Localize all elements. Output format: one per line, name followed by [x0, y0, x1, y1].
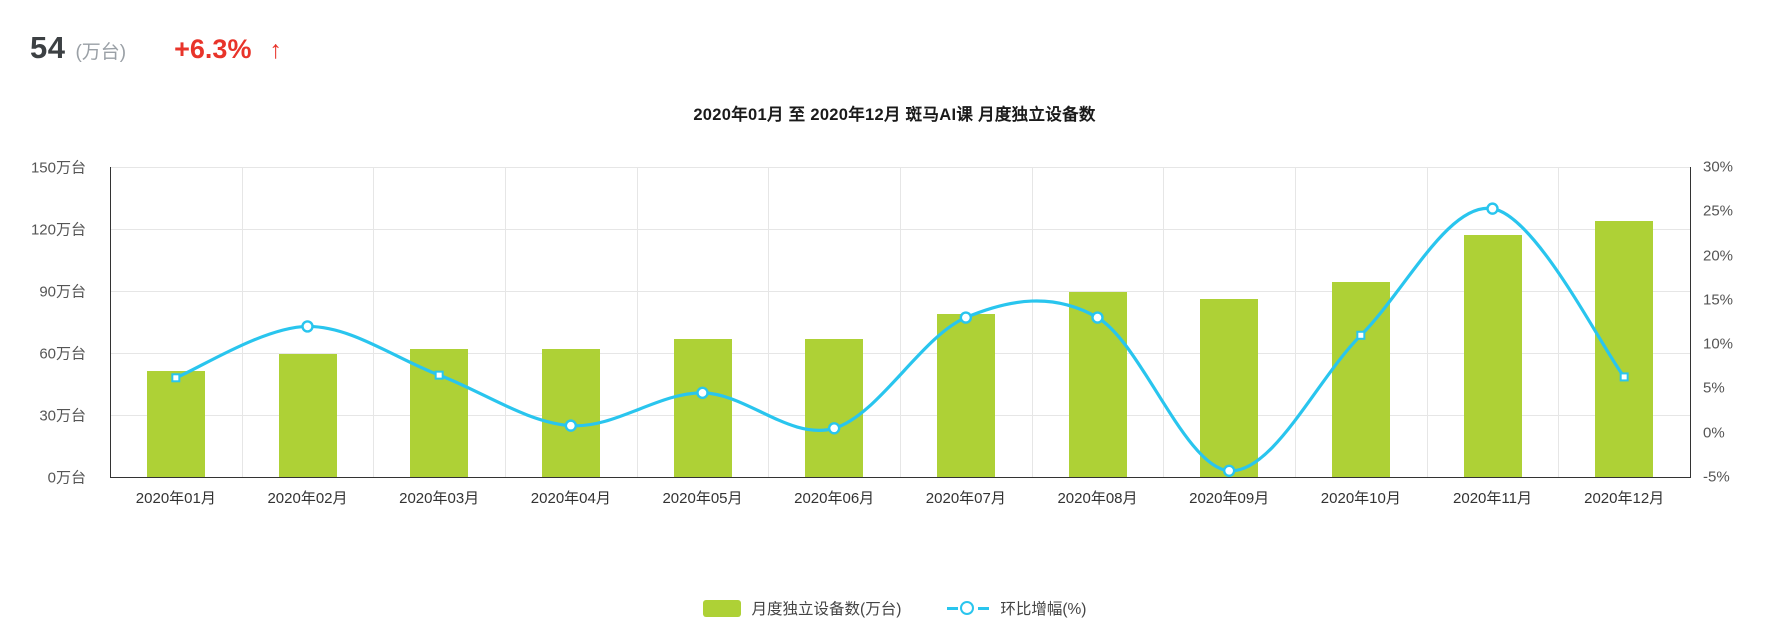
- x-axis-tick-label: 2020年02月: [267, 490, 348, 507]
- bar-2020年01月[interactable]: [146, 370, 205, 477]
- x-axis-tick-label: 2020年04月: [530, 490, 611, 507]
- gridline-vertical: [636, 167, 638, 477]
- y-axis-left-tick-label: 120万台: [30, 221, 86, 239]
- x-axis-tick-label: 2020年09月: [1189, 490, 1270, 507]
- bar-2020年04月[interactable]: [541, 348, 600, 477]
- gridline-vertical: [241, 167, 243, 477]
- gridline-vertical: [505, 167, 506, 477]
- x-axis-tick-label: 2020年12月: [1584, 490, 1665, 507]
- y-axis-right-tick-label: 30%: [1703, 158, 1734, 176]
- legend-item-line[interactable]: 环比增幅(%): [947, 597, 1086, 619]
- legend-label-line: 环比增幅(%): [1000, 601, 1087, 618]
- y-axis-left-tick-label: 150万台: [30, 159, 86, 177]
- y-axis-right-tick-label: 20%: [1703, 247, 1734, 265]
- bar-2020年12月[interactable]: [1595, 220, 1654, 477]
- gridline-vertical: [1426, 167, 1428, 477]
- legend-label-bars: 月度独立设备数(万台): [751, 601, 902, 618]
- kpi-delta: +6.3%: [174, 34, 252, 64]
- x-axis-tick-label: 2020年08月: [1057, 490, 1138, 507]
- y-axis-left-tick-label: 0万台: [47, 469, 86, 487]
- x-axis-tick-label: 2020年03月: [399, 490, 480, 507]
- bar-2020年10月[interactable]: [1331, 281, 1390, 477]
- legend-item-bars[interactable]: 月度独立设备数(万台): [702, 597, 902, 619]
- bar-swatch-icon: [702, 599, 741, 617]
- y-axis-left-tick-label: 60万台: [39, 345, 86, 363]
- y-axis-right-line: [1690, 167, 1691, 478]
- x-axis-tick-label: 2020年10月: [1320, 490, 1401, 507]
- line-circle-swatch-icon: [947, 601, 990, 615]
- y-axis-right-tick-label: 10%: [1703, 335, 1734, 353]
- bar-2020年07月[interactable]: [936, 313, 995, 477]
- y-axis-left-tick-label: 30万台: [39, 407, 86, 425]
- bar-2020年08月[interactable]: [1068, 292, 1127, 477]
- y-axis-right-tick-label: 15%: [1703, 291, 1734, 309]
- trend-up-arrow-icon: ↑: [269, 36, 282, 64]
- y-axis-right-tick-label: 5%: [1703, 379, 1725, 397]
- y-axis-left-tick-label: 90万台: [39, 283, 86, 301]
- y-axis-right-tick-label: 0%: [1703, 424, 1725, 442]
- y-axis-right-tick-label: -5%: [1703, 468, 1730, 486]
- gridline-vertical: [1558, 167, 1560, 477]
- gridline-vertical: [1163, 167, 1165, 477]
- y-axis-left-line: [110, 167, 111, 478]
- x-axis-tick-label: 2020年11月: [1453, 490, 1532, 507]
- plot-canvas: [110, 167, 1690, 478]
- x-axis-tick-label: 2020年06月: [794, 490, 875, 507]
- x-axis-line: [110, 477, 1691, 478]
- gridline-vertical: [373, 167, 375, 477]
- y-axis-right-tick-label: 25%: [1703, 202, 1734, 220]
- kpi-unit: (万台): [75, 42, 127, 63]
- kpi-header: 54 (万台) +6.3% ↑: [30, 30, 282, 66]
- bar-2020年05月[interactable]: [673, 338, 732, 477]
- bar-2020年11月[interactable]: [1463, 235, 1522, 477]
- gridline-vertical: [768, 167, 770, 477]
- x-axis-tick-label: 2020年01月: [135, 490, 216, 507]
- chart-legend: 月度独立设备数(万台) 环比增幅(%): [0, 597, 1789, 619]
- gridline-vertical: [900, 167, 901, 477]
- bar-2020年06月[interactable]: [805, 338, 864, 477]
- x-axis-tick-label: 2020年05月: [662, 490, 743, 507]
- gridline-vertical: [1031, 167, 1033, 477]
- bar-2020年03月[interactable]: [410, 348, 469, 477]
- chart-title: 2020年01月 至 2020年12月 斑马AI课 月度独立设备数: [693, 106, 1096, 124]
- gridline-vertical: [1295, 167, 1296, 477]
- x-axis-tick-label: 2020年07月: [925, 490, 1006, 507]
- bar-2020年02月[interactable]: [278, 354, 337, 477]
- kpi-value: 54: [30, 30, 66, 65]
- bar-2020年09月[interactable]: [1200, 299, 1259, 477]
